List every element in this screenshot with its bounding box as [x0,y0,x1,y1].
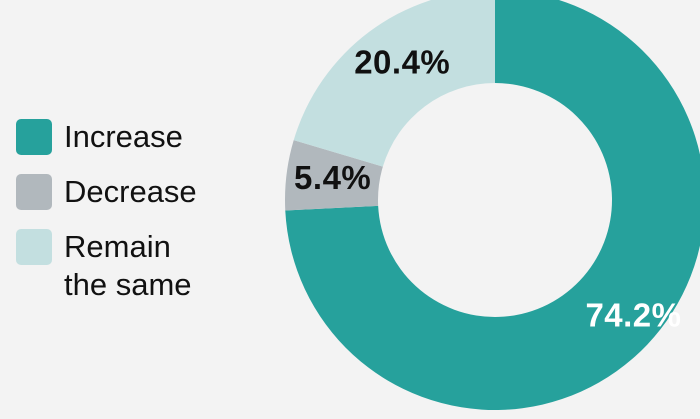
donut-slice-decrease [285,140,383,211]
legend-swatch-remain-the-same [16,229,52,265]
donut-slice-increase [285,0,700,410]
legend-swatch-increase [16,119,52,155]
legend-item-increase: Increase [16,118,226,156]
donut-slice-remain-the-same [293,0,495,167]
legend-label-decrease: Decrease [64,174,197,209]
legend-label-remain-the-same: Remain the same [64,229,192,302]
chart-legend: Increase Decrease Remain the same [16,118,226,322]
legend-swatch-decrease [16,174,52,210]
legend-item-decrease: Decrease [16,173,226,211]
legend-label-increase: Increase [64,119,183,154]
donut-slices [285,0,700,410]
data-label-increase: 74.2% [585,296,681,333]
data-label-remain-the-same: 20.4% [354,44,450,81]
legend-item-remain-the-same: Remain the same [16,228,226,304]
donut-data-labels: 74.2% 5.4% 20.4% [294,44,681,334]
data-label-decrease: 5.4% [294,159,371,196]
